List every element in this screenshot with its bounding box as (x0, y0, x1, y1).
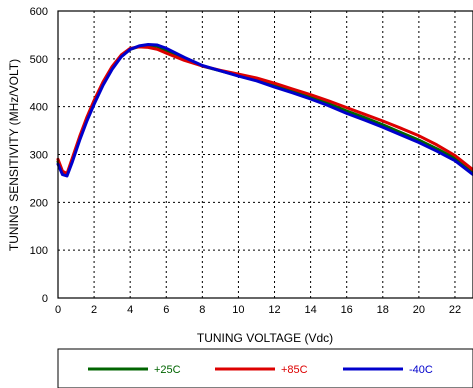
x-tick-label: 12 (268, 304, 280, 316)
y-tick-label: 100 (30, 245, 48, 257)
series-line-1 (56, 45, 473, 176)
legend-label: +85C (281, 364, 308, 376)
x-tick-label: 16 (341, 304, 353, 316)
x-tick-label: 0 (55, 304, 61, 316)
y-tick-label: 0 (42, 293, 48, 305)
x-axis-title: TUNING VOLTAGE (Vdc) (197, 331, 333, 345)
x-tick-label: 20 (413, 304, 425, 316)
legend: +25C +85C -40C (88, 364, 433, 376)
series-line-0 (56, 43, 473, 177)
series-line-2 (56, 43, 473, 178)
x-tick-label: 22 (449, 304, 461, 316)
x-tick-label: 8 (199, 304, 205, 316)
plot-frame (57, 10, 473, 299)
y-tick-label: 300 (30, 150, 48, 162)
y-tick-label: 400 (30, 102, 48, 114)
legend-label: -40C (409, 364, 433, 376)
x-tick-label: 2 (91, 304, 97, 316)
y-axis-title: TUNING SENSITIVITY (MHz/VOLT) (7, 59, 21, 251)
y-tick-label: 200 (30, 197, 48, 209)
y-tick-label: 500 (30, 54, 48, 66)
y-tick-label: 600 (30, 6, 48, 18)
series-layer (56, 43, 473, 178)
x-tick-label: 18 (377, 304, 389, 316)
x-tick-label: 14 (304, 304, 316, 316)
legend-label: +25C (154, 364, 181, 376)
x-tick-label: 4 (127, 304, 133, 316)
grid-lines (58, 11, 473, 298)
x-tick-label: 6 (163, 304, 169, 316)
axis-ticks: 0 2 4 6 8 10 12 14 16 18 20 22 0 100 200 300 400 500 600 (30, 6, 461, 316)
x-tick-label: 10 (232, 304, 244, 316)
